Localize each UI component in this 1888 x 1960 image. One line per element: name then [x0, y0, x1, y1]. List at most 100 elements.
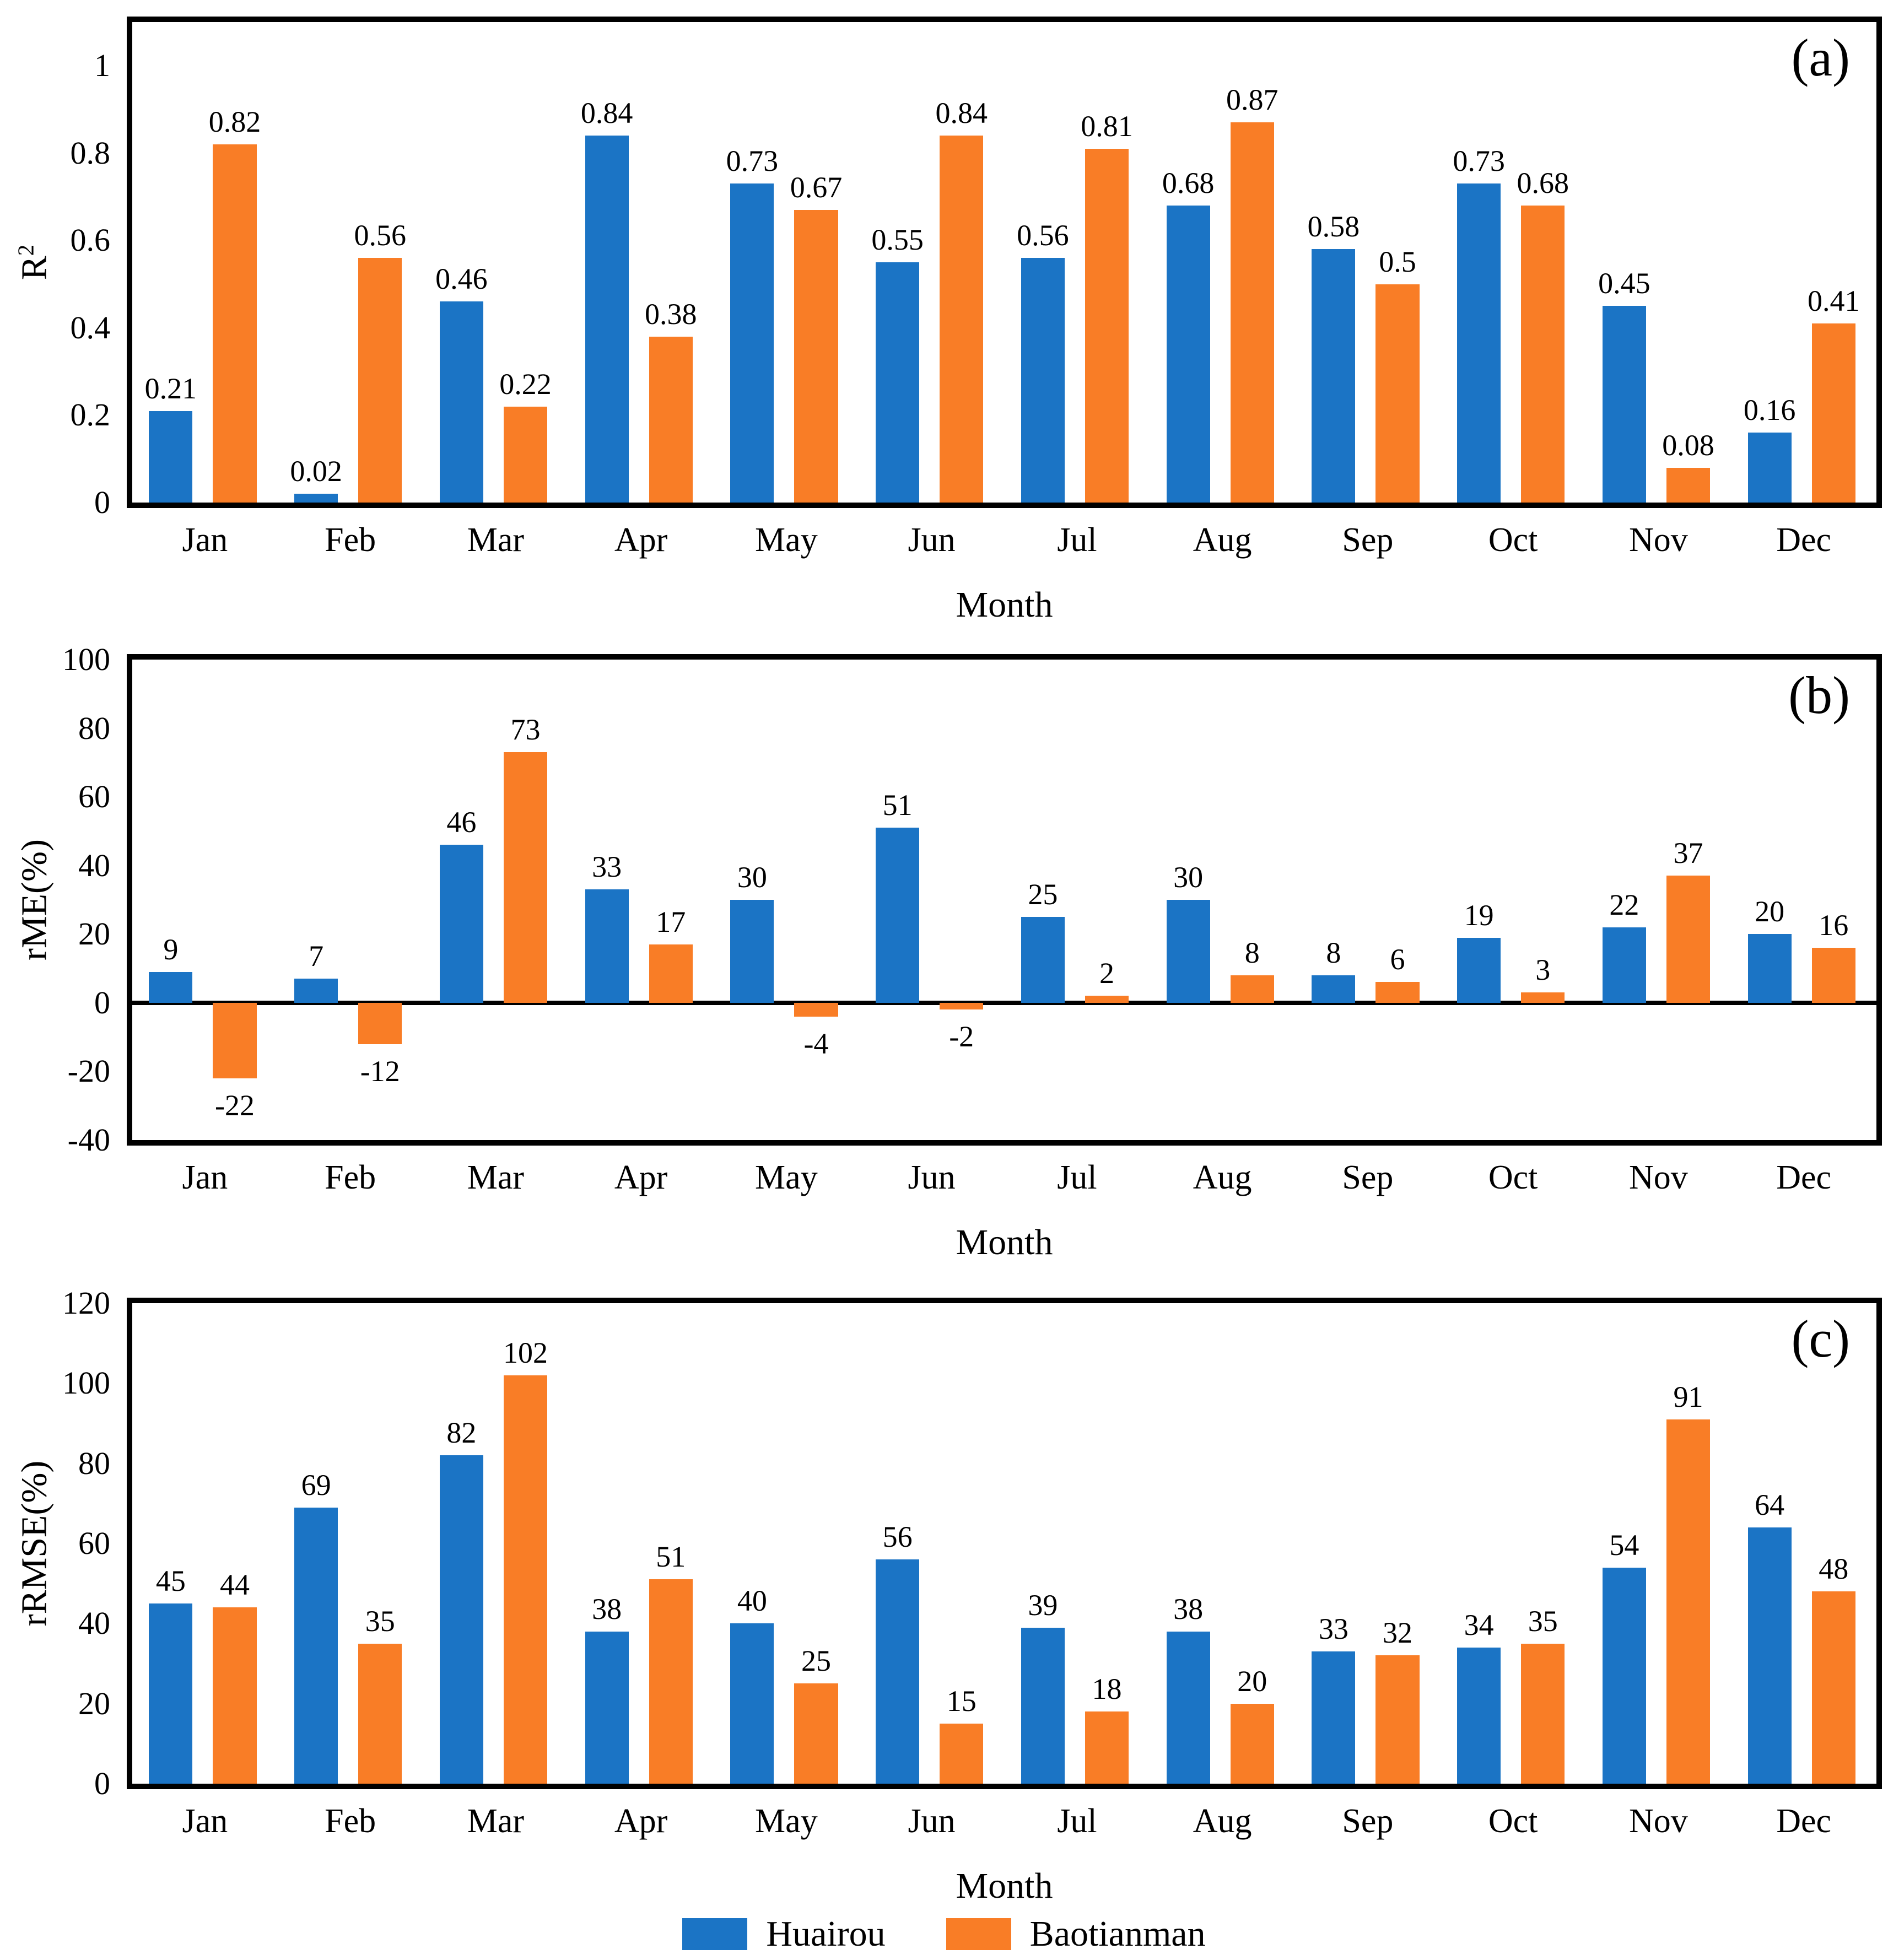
bar-huairou-nov: [1602, 1567, 1646, 1784]
bar-baotianman-jun: [940, 1724, 984, 1784]
bar-baotianman-jan: [213, 144, 257, 503]
x-tick-jan: Jan: [182, 1802, 228, 1840]
bar-baotianman-may: [794, 1683, 838, 1784]
bar-label-baotianman-may: 0.67: [790, 170, 843, 204]
y-tick-0.6: 0.6: [70, 222, 111, 258]
bar-baotianman-aug: [1230, 122, 1274, 503]
y-tick-20: 20: [78, 916, 110, 952]
legend-swatch-baotianman: [946, 1918, 1011, 1950]
x-tick-jun: Jun: [908, 1802, 956, 1840]
bar-label-baotianman-nov: 91: [1673, 1380, 1703, 1413]
x-tick-jul: Jul: [1057, 521, 1097, 559]
bar-label-baotianman-aug: 20: [1237, 1664, 1267, 1698]
bar-label-huairou-jun: 0.55: [871, 223, 924, 256]
bar-huairou-may: [730, 900, 774, 1003]
x-tick-apr: Apr: [614, 521, 668, 559]
bar-label-baotianman-oct: 0.68: [1517, 166, 1569, 199]
panel-c-rrmse: rRMSE(%) (c) 45 69 82 38 40 56 39 38 33 34 54 64 44 3…: [0, 1284, 1888, 1907]
x-tick-sep: Sep: [1342, 1159, 1394, 1196]
y-tick-60: 60: [78, 1525, 110, 1561]
legend-label-huairou: Huairou: [766, 1913, 886, 1954]
y-tick-20: 20: [78, 1685, 110, 1721]
x-axis-title-a: Month: [956, 585, 1053, 625]
bar-label-baotianman-nov: 0.08: [1662, 428, 1714, 462]
bar-huairou-jul: [1021, 1627, 1065, 1784]
bar-label-huairou-may: 0.73: [726, 144, 779, 178]
x-tick-sep: Sep: [1342, 521, 1394, 559]
bar-label-huairou-aug: 0.68: [1162, 166, 1215, 199]
bar-label-baotianman-sep: 32: [1382, 1616, 1412, 1650]
bar-label-huairou-oct: 19: [1464, 898, 1494, 932]
x-tick-oct: Oct: [1488, 1159, 1538, 1196]
bar-baotianman-dec: [1811, 948, 1855, 1003]
bar-label-huairou-jul: 0.56: [1017, 219, 1069, 252]
bar-label-huairou-jun: 51: [882, 789, 913, 822]
x-tick-oct: Oct: [1488, 521, 1538, 559]
bar-label-huairou-nov: 22: [1609, 888, 1639, 921]
bar-huairou-jan: [149, 1603, 193, 1784]
bar-huairou-nov: [1602, 306, 1646, 503]
bar-huairou-mar: [439, 1455, 483, 1784]
x-tick-dec: Dec: [1776, 521, 1832, 559]
x-tick-sep: Sep: [1342, 1802, 1394, 1840]
bar-baotianman-dec: [1811, 1591, 1855, 1784]
bar-label-baotianman-dec: 16: [1819, 909, 1849, 942]
y-tick-100: 100: [62, 1365, 110, 1401]
bar-label-huairou-mar: 0.46: [435, 262, 488, 296]
y-tick-0.8: 0.8: [70, 134, 111, 171]
bar-huairou-dec: [1747, 934, 1792, 1003]
bar-label-huairou-sep: 0.58: [1307, 210, 1360, 244]
bar-huairou-apr: [585, 136, 629, 503]
y-tick-80: 80: [78, 710, 110, 746]
bar-huairou-nov: [1602, 927, 1646, 1003]
bar-baotianman-may: [794, 1002, 838, 1017]
plot-area-a: (a) 0.21 0.02 0.46 0.84 0.73 0.55 0.56 0.68 0.58…: [127, 17, 1882, 508]
bar-label-baotianman-mar: 102: [503, 1336, 548, 1369]
bar-label-huairou-mar: 46: [446, 806, 477, 839]
plot-area-b: (b) 9 7 46 33 30 51 25 30 8 19 22 20 -22 -12 73 17 -4 -2 2…: [127, 654, 1882, 1146]
bar-huairou-sep: [1312, 1651, 1356, 1784]
x-tick-mar: Mar: [467, 1802, 525, 1840]
plot-area-c: (c) 45 69 82 38 40 56 39 38 33 34 54 64 44 35 102 51 25 1…: [127, 1298, 1882, 1789]
bar-huairou-feb: [294, 494, 338, 503]
x-tick-dec: Dec: [1776, 1159, 1832, 1196]
bar-huairou-may: [730, 183, 774, 503]
y-tick-40: 40: [78, 1605, 110, 1642]
bar-label-baotianman-feb: 0.56: [354, 219, 406, 252]
bar-huairou-aug: [1166, 1631, 1210, 1784]
bar-label-huairou-jul: 25: [1028, 878, 1058, 911]
bar-label-huairou-feb: 7: [309, 939, 324, 973]
bar-baotianman-sep: [1375, 1655, 1420, 1784]
bar-baotianman-oct: [1521, 1643, 1565, 1784]
bar-baotianman-apr: [649, 1579, 693, 1784]
y-tick-120: 120: [62, 1285, 110, 1321]
bar-huairou-jan: [149, 411, 193, 503]
x-tick-nov: Nov: [1628, 521, 1688, 559]
bar-label-baotianman-may: -4: [803, 1027, 829, 1060]
x-tick-jun: Jun: [908, 521, 956, 559]
bar-label-baotianman-oct: 35: [1528, 1604, 1558, 1638]
bar-huairou-may: [730, 1623, 774, 1784]
bar-label-huairou-jun: 56: [882, 1520, 913, 1554]
bar-label-huairou-mar: 82: [446, 1416, 477, 1450]
bar-baotianman-aug: [1230, 975, 1274, 1003]
bar-label-huairou-nov: 54: [1609, 1528, 1639, 1562]
bar-label-baotianman-feb: -12: [360, 1054, 400, 1088]
panel-letter-b: (b): [1788, 666, 1850, 725]
bar-label-huairou-dec: 64: [1755, 1488, 1785, 1521]
x-tick-may: May: [755, 1159, 818, 1196]
bar-baotianman-feb: [358, 1002, 402, 1044]
bar-huairou-aug: [1166, 205, 1210, 503]
bar-label-huairou-may: 40: [737, 1584, 767, 1618]
panel-letter-a: (a): [1791, 28, 1850, 87]
bar-huairou-oct: [1457, 937, 1501, 1003]
bar-baotianman-mar: [503, 406, 547, 503]
bar-label-baotianman-dec: 48: [1819, 1552, 1849, 1586]
bar-label-baotianman-may: 25: [801, 1644, 831, 1678]
bar-label-baotianman-jun: -2: [949, 1020, 974, 1054]
bar-baotianman-mar: [503, 752, 547, 1003]
bar-baotianman-feb: [358, 258, 402, 503]
y-tick-1: 1: [94, 47, 110, 84]
bar-label-baotianman-mar: 73: [510, 713, 541, 747]
